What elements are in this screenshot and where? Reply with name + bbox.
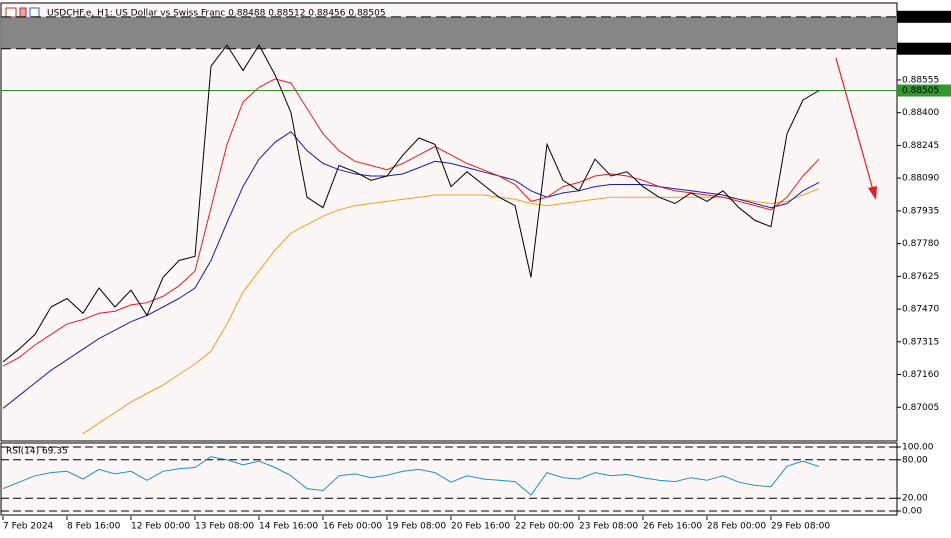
- level-label: 0.88854: [902, 12, 939, 22]
- x-tick-label: 20 Feb 16:00: [451, 522, 510, 532]
- y-tick-label: 0.88400: [902, 108, 939, 118]
- x-tick-label: 28 Feb 00:00: [707, 522, 766, 532]
- level-label-box: [897, 10, 951, 23]
- rsi-pane: [0, 442, 898, 516]
- y-tick-label: 0.87315: [902, 337, 939, 347]
- y-tick-label: 80.00: [902, 455, 928, 465]
- annotation-arrow: [835, 57, 874, 191]
- y-tick-label: 0.87935: [902, 206, 939, 216]
- y-tick-label: 0.88555: [902, 75, 939, 85]
- rsi-title: RSI(14) 69.35: [6, 447, 68, 457]
- price-zone: [1, 16, 897, 49]
- y-tick-label: 20.00: [902, 494, 928, 504]
- series-line: [2, 456, 820, 496]
- x-tick-label: 26 Feb 16:00: [643, 522, 702, 532]
- level-label-box: [897, 84, 951, 97]
- y-tick-label: 0.87625: [902, 272, 939, 282]
- x-tick-label: 13 Feb 08:00: [195, 522, 254, 532]
- series-line: [82, 188, 820, 435]
- series-line: [2, 131, 820, 409]
- x-tick-label: 19 Feb 08:00: [387, 522, 446, 532]
- level-label-box: [897, 42, 951, 55]
- toolbar-icons: [5, 7, 40, 18]
- x-tick-label: 14 Feb 16:00: [259, 522, 318, 532]
- y-tick-label: 0.87780: [902, 239, 939, 249]
- x-tick-label: 8 Feb 16:00: [67, 522, 121, 532]
- level-label: 0.88703: [902, 44, 939, 54]
- y-tick-label: 0.88245: [902, 141, 939, 151]
- x-tick-label: 29 Feb 08:00: [771, 522, 830, 532]
- y-tick-label: 100.00: [902, 443, 934, 453]
- y-tick-label: 0.87470: [902, 305, 939, 315]
- x-tick-label: 16 Feb 00:00: [323, 522, 382, 532]
- x-tick-label: 23 Feb 08:00: [579, 522, 638, 532]
- x-tick-label: 22 Feb 00:00: [515, 522, 574, 532]
- level-label: 0.88505: [902, 86, 939, 96]
- x-tick-label: 7 Feb 2024: [3, 522, 54, 532]
- icon: [5, 7, 17, 18]
- price-pane: [0, 2, 898, 442]
- series-line: [2, 44, 820, 363]
- x-tick-label: 12 Feb 00:00: [131, 522, 190, 532]
- annotation-arrowhead: [868, 186, 877, 200]
- y-tick-label: 0.87005: [902, 403, 939, 413]
- y-tick-label: 0.88090: [902, 174, 939, 184]
- y-tick-label: 0.00: [902, 507, 922, 517]
- chart-title: USDCHF.e, H1: US Dollar vs Swiss Franc 0…: [47, 9, 386, 19]
- series-line: [2, 78, 820, 367]
- icon: [19, 7, 27, 18]
- y-tick-label: 0.87160: [902, 370, 939, 380]
- icon: [29, 7, 40, 18]
